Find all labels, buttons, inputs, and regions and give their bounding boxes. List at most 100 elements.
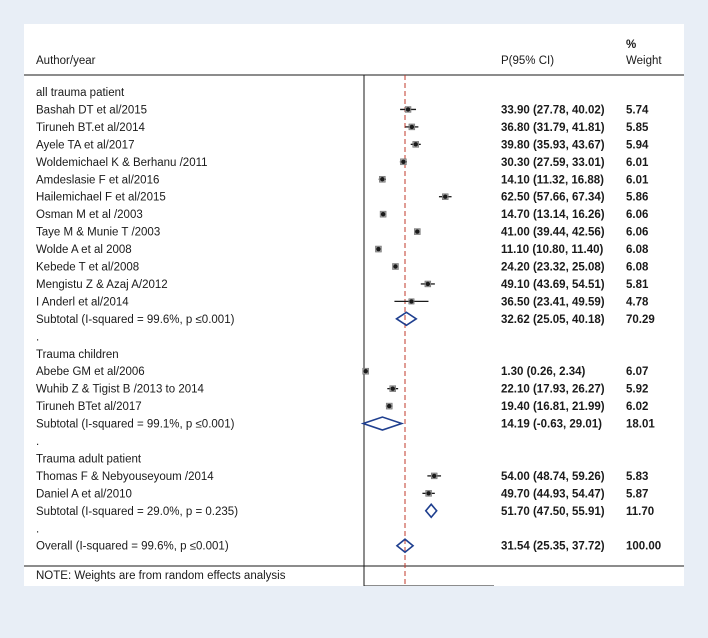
study-ci-text: 14.70 (13.14, 16.26) xyxy=(501,209,605,221)
study-label: Tiruneh BTet al/2017 xyxy=(36,401,142,413)
subtotal-ci-text: 14.19 (-0.63, 29.01) xyxy=(501,419,602,431)
study-label: Wuhib Z & Tigist B /2013 to 2014 xyxy=(36,384,205,396)
study-ci-text: 19.40 (16.81, 21.99) xyxy=(501,401,605,413)
study-label: Osman M et al /2003 xyxy=(36,209,143,221)
study-weight: 5.86 xyxy=(626,192,648,204)
point-estimate xyxy=(426,491,431,496)
study-weight: 5.85 xyxy=(626,122,649,134)
point-estimate xyxy=(409,299,414,304)
study-label: I Anderl et al/2014 xyxy=(36,296,129,308)
study-label: Kebede T et al/2008 xyxy=(36,262,139,274)
study-ci-text: 41.00 (39.44, 42.56) xyxy=(501,227,605,239)
study-weight: 4.78 xyxy=(626,296,649,308)
point-estimate xyxy=(443,194,448,199)
study-label: Thomas F & Nebyouseyoum /2014 xyxy=(36,471,214,483)
forest-plot-panel: Author/year P(95% CI) % Weight NOTE: Wei… xyxy=(24,24,684,586)
overall-weight: 100.00 xyxy=(626,541,661,553)
subtotal-weight: 11.70 xyxy=(626,506,654,518)
study-label: Woldemichael K & Berhanu /2011 xyxy=(36,157,208,169)
point-estimate xyxy=(393,264,398,269)
study-ci-text: 54.00 (48.74, 59.26) xyxy=(501,471,605,483)
study-weight: 6.08 xyxy=(626,262,649,274)
study-ci-text: 36.80 (31.79, 41.81) xyxy=(501,122,605,134)
group-label: Trauma adult patient xyxy=(36,453,142,465)
header-weight: Weight xyxy=(626,55,662,67)
subtotal-weight: 18.01 xyxy=(626,419,655,431)
overall-label: Overall (I-squared = 99.6%, p ≤0.001) xyxy=(36,541,229,553)
spacer-dot: . xyxy=(36,523,39,535)
forest-plot: Author/year P(95% CI) % Weight NOTE: Wei… xyxy=(24,39,684,586)
point-estimate xyxy=(401,159,406,164)
study-ci-text: 1.30 (0.26, 2.34) xyxy=(501,366,586,378)
study-label: Amdeslasie F et al/2016 xyxy=(36,174,159,186)
study-weight: 6.02 xyxy=(626,401,648,413)
group-label: Trauma children xyxy=(36,349,119,361)
subtotal-label: Subtotal (I-squared = 99.6%, p ≤0.001) xyxy=(36,314,235,326)
header-weight-percent: % xyxy=(626,39,636,51)
study-ci-text: 14.10 (11.32, 16.88) xyxy=(501,174,604,186)
point-estimate xyxy=(413,142,418,147)
study-label: Ayele TA et al/2017 xyxy=(36,139,134,151)
study-weight: 6.01 xyxy=(626,157,649,169)
study-weight: 6.08 xyxy=(626,244,649,256)
plot-marks xyxy=(360,106,452,554)
plot-text: Author/year P(95% CI) % Weight NOTE: Wei… xyxy=(36,39,662,582)
study-label: Bashah DT et al/2015 xyxy=(36,104,147,116)
subtotal-diamond xyxy=(424,503,438,519)
point-estimate xyxy=(390,386,395,391)
point-estimate xyxy=(363,369,368,374)
study-ci-text: 11.10 (10.80, 11.40) xyxy=(501,244,603,256)
study-label: Mengistu Z & Azaj A/2012 xyxy=(36,279,168,291)
subtotal-weight: 70.29 xyxy=(626,314,655,326)
study-ci-text: 49.70 (44.93, 54.47) xyxy=(501,488,605,500)
study-weight: 5.83 xyxy=(626,471,648,483)
study-weight: 6.06 xyxy=(626,227,648,239)
study-ci-text: 36.50 (23.41, 49.59) xyxy=(501,296,605,308)
footnote: NOTE: Weights are from random effects an… xyxy=(36,570,286,582)
overall-diamond xyxy=(395,538,415,554)
study-ci-text: 33.90 (27.78, 40.02) xyxy=(501,104,605,116)
study-label: Tiruneh BT.et al/2014 xyxy=(36,122,145,134)
point-estimate xyxy=(387,403,392,409)
study-weight: 5.94 xyxy=(626,139,649,151)
subtotal-label: Subtotal (I-squared = 99.1%, p ≤0.001) xyxy=(36,419,235,431)
point-estimate xyxy=(380,211,386,217)
subtotal-label: Subtotal (I-squared = 29.0%, p = 0.235) xyxy=(36,506,238,518)
study-ci-text: 62.50 (57.66, 67.34) xyxy=(501,192,605,204)
study-ci-text: 22.10 (17.93, 26.27) xyxy=(501,384,605,396)
study-weight: 5.81 xyxy=(626,279,649,291)
point-estimate xyxy=(425,281,431,287)
study-weight: 6.01 xyxy=(626,174,649,186)
subtotal-diamond xyxy=(360,416,405,431)
study-label: Abebe GM et al/2006 xyxy=(36,366,145,378)
study-label: Daniel A et al/2010 xyxy=(36,488,132,500)
point-estimate xyxy=(405,107,411,112)
header-author: Author/year xyxy=(36,55,96,67)
point-estimate xyxy=(415,229,420,234)
group-label: all trauma patient xyxy=(36,87,125,99)
study-weight: 6.07 xyxy=(626,366,648,378)
spacer-dot: . xyxy=(36,436,39,448)
study-weight: 5.87 xyxy=(626,488,648,500)
spacer-dot: . xyxy=(36,331,39,343)
point-estimate xyxy=(432,473,437,479)
study-ci-text: 30.30 (27.59, 33.01) xyxy=(501,157,605,169)
point-estimate xyxy=(380,177,385,182)
study-label: Wolde A et al 2008 xyxy=(36,244,132,256)
study-ci-text: 39.80 (35.93, 43.67) xyxy=(501,139,605,151)
study-ci-text: 24.20 (23.32, 25.08) xyxy=(501,262,605,274)
plot-lines xyxy=(24,74,684,586)
study-weight: 5.92 xyxy=(626,384,648,396)
study-weight: 6.06 xyxy=(626,209,648,221)
study-label: Hailemichael F et al/2015 xyxy=(36,192,166,204)
study-ci-text: 49.10 (43.69, 54.51) xyxy=(501,279,605,291)
subtotal-diamond xyxy=(395,311,418,327)
point-estimate xyxy=(409,124,415,130)
subtotal-ci-text: 32.62 (25.05, 40.18) xyxy=(501,314,605,326)
study-weight: 5.74 xyxy=(626,104,649,116)
point-estimate xyxy=(376,246,381,252)
overall-ci-text: 31.54 (25.35, 37.72) xyxy=(501,541,605,553)
subtotal-ci-text: 51.70 (47.50, 55.91) xyxy=(501,506,605,518)
header-ci: P(95% CI) xyxy=(501,55,554,67)
study-label: Taye M & Munie T /2003 xyxy=(36,227,160,239)
